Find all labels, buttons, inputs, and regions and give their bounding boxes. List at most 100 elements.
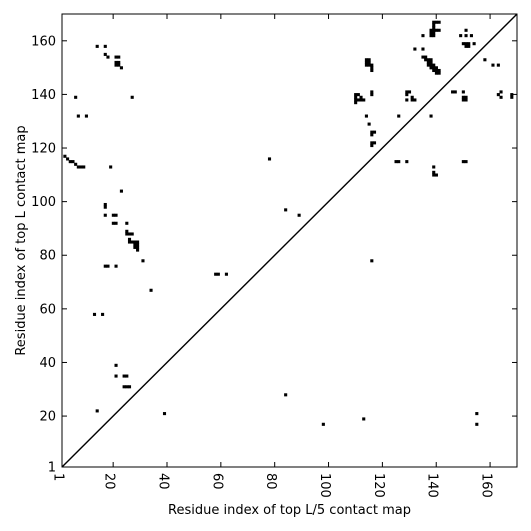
contact-cell-upper [510,93,514,97]
contact-cell-upper [429,58,433,62]
x-tick-label: 80 [263,473,278,490]
contact-cell-upper [76,165,80,169]
contact-cell-upper [491,63,495,67]
contact-cell-upper [370,141,374,145]
contact-cell-upper [424,58,428,62]
contact-cell-upper [370,144,374,148]
contact-cell-upper [111,213,115,217]
contact-cell-upper [114,55,118,59]
contact-cell-upper [127,237,132,241]
contact-cell-upper [432,63,436,67]
contact-cell-upper [214,272,218,276]
contact-cell-upper [84,114,88,118]
contact-cell-upper [130,95,134,99]
contact-cell-lower [122,385,126,389]
contact-cell-upper [394,160,398,164]
contact-cell-upper [510,95,514,99]
contact-cell-upper [464,34,468,38]
contact-cell-upper [114,221,118,225]
contact-cell-upper [367,63,371,67]
contact-cell-upper [103,44,107,48]
x-tick-label: 160 [479,473,494,498]
contact-cell-upper [437,68,441,73]
contact-cell-lower [122,374,126,378]
contact-cell-upper [432,23,436,27]
contact-cell-upper [284,208,288,212]
contact-cell-upper [424,55,428,59]
axis-ticks-layer: 1 20 40 60 80 100 120 140 1601204060801001201401… [31,14,517,498]
contact-cell-upper [426,58,430,62]
contact-cell-upper [464,98,468,102]
contact-cell-upper [367,122,371,126]
contact-cell-upper [76,114,80,118]
contact-cell-upper [432,20,436,24]
contact-cell-upper [133,245,137,249]
contact-cell-upper [114,60,118,64]
contact-cell-upper [461,160,465,164]
x-tick-label: 140 [425,473,440,498]
contact-cells-layer [63,20,514,426]
contact-cell-upper [426,60,430,64]
contact-cell-lower [475,422,479,426]
contact-cell-upper [68,160,72,164]
contact-cell-upper [149,288,153,292]
contact-cell-upper [437,28,441,32]
y-axis-label: Residue index of top L contact map [14,125,29,355]
contact-cell-upper [432,68,436,73]
contact-cell-upper [434,173,438,177]
contact-cell-upper [63,154,67,158]
x-tick-label: 1 [51,473,66,481]
contact-cell-upper [117,55,121,59]
contact-cell-upper [461,90,465,94]
y-tick-label: 60 [39,302,56,317]
contact-cell-upper [103,205,107,209]
contact-cell-upper [364,114,368,118]
contact-cell-upper [499,95,503,99]
contact-cell-upper [437,20,441,24]
contact-cell-upper [66,157,70,161]
contact-cell-upper [356,93,360,97]
y-tick-label: 120 [31,142,56,157]
contact-cell-upper [407,90,412,94]
plot-frame [61,13,518,468]
contact-cell-upper [432,34,436,38]
contact-cell-upper [119,189,123,193]
contact-cell-lower [114,363,118,367]
contact-cell-upper [106,264,110,268]
contact-cell-upper [421,47,425,51]
contact-cell-upper [461,42,465,46]
contact-cell-upper [421,55,425,59]
contact-cell-upper [451,90,455,94]
contact-cell-upper [136,245,140,249]
contact-cell-upper [114,63,118,67]
contact-cell-upper [370,66,374,70]
contact-cell-upper [469,34,473,38]
contact-cell-upper [434,71,438,75]
contact-cell-lower [162,412,167,416]
contact-cell-upper [130,232,134,236]
contact-cell-upper [432,173,436,177]
x-tick-label: 60 [209,473,224,490]
contact-cell-upper [127,232,132,236]
y-tick-label: 80 [39,249,56,264]
contact-cell-upper [125,232,129,236]
contact-cell-upper [103,264,107,268]
contact-cell-upper [429,28,433,32]
contact-cell-upper [133,243,137,247]
contact-cell-upper [467,42,471,46]
contact-cell-upper [464,160,468,164]
contact-cell-upper [82,165,86,169]
contact-cell-upper [461,98,465,102]
contact-cell-lower [362,417,366,421]
contact-cell-upper [397,114,401,118]
contact-cell-upper [413,98,417,102]
contact-cell-upper [362,98,366,102]
contact-cell-upper [119,66,123,70]
contact-cell-upper [372,130,377,134]
x-axis-label: Residue index of top L/5 contact map [168,503,411,518]
contact-cell-upper [464,42,468,46]
contact-cell-upper [432,170,436,174]
contact-cell-upper [421,34,425,38]
contact-cell-lower [125,374,129,378]
contact-cell-upper [432,26,436,30]
